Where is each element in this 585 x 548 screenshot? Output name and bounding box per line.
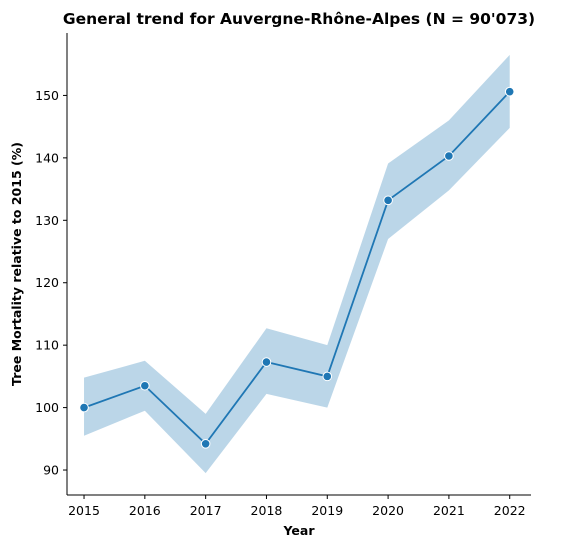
data-point-2017 bbox=[200, 439, 211, 449]
y-tick-label: 140 bbox=[35, 150, 59, 165]
y-tick-label: 150 bbox=[35, 88, 59, 103]
chart-title: General trend for Auvergne-Rhône-Alpes (… bbox=[63, 10, 535, 28]
data-points-layer bbox=[79, 86, 515, 449]
series-line-layer bbox=[83, 91, 511, 446]
data-point-2015 bbox=[79, 402, 89, 413]
x-tick-label: 2016 bbox=[129, 503, 161, 518]
data-point-2020 bbox=[383, 195, 393, 206]
y-axis-label: Tree Mortality relative to 2015 (%) bbox=[9, 142, 24, 386]
data-point-2016 bbox=[140, 380, 150, 391]
y-tick-label: 90 bbox=[43, 463, 59, 478]
x-tick-label: 2022 bbox=[494, 503, 526, 518]
x-tick-label: 2020 bbox=[372, 503, 404, 518]
data-point-2022 bbox=[504, 86, 515, 97]
x-tick-label: 2018 bbox=[251, 503, 283, 518]
data-point-2021 bbox=[444, 151, 454, 161]
y-tick-label: 130 bbox=[35, 213, 59, 228]
x-tick-label: 2017 bbox=[190, 503, 222, 518]
series-line bbox=[83, 91, 511, 446]
x-tick-label: 2019 bbox=[311, 503, 343, 518]
confidence-band bbox=[84, 54, 510, 474]
y-tick-label: 120 bbox=[35, 275, 59, 290]
x-ticks: 2015 2016 2017 2018 2019 2020 2021 2022 bbox=[68, 495, 526, 518]
x-tick-label: 2015 bbox=[68, 503, 100, 518]
data-point-2018 bbox=[261, 357, 272, 367]
y-tick-label: 100 bbox=[35, 400, 59, 415]
confidence-band-layer bbox=[84, 54, 510, 474]
data-point-2019 bbox=[322, 371, 333, 382]
x-tick-label: 2021 bbox=[433, 503, 465, 518]
y-ticks: 90 100 110 120 130 140 150 bbox=[35, 88, 67, 478]
x-axis-label: Year bbox=[283, 523, 316, 538]
y-tick-label: 110 bbox=[35, 338, 59, 353]
